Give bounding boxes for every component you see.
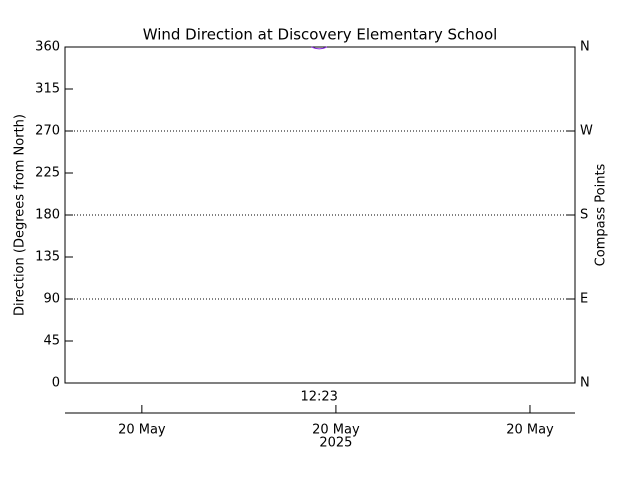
y-tick-label: 225 xyxy=(35,166,60,181)
time-annotation: 12:23 xyxy=(300,390,337,405)
y-tick-label: 90 xyxy=(43,292,60,307)
y-tick-label: 135 xyxy=(35,250,60,265)
chart-title: Wind Direction at Discovery Elementary S… xyxy=(143,26,498,44)
y-tick-label: 0 xyxy=(52,376,60,391)
y2-tick-label: N xyxy=(580,376,590,391)
x-tick-label: 20 May xyxy=(506,423,554,438)
y-tick-label: 45 xyxy=(43,334,60,349)
y-tick-label: 180 xyxy=(35,208,60,223)
y-tick-label: 360 xyxy=(35,40,60,55)
y-axis-label: Direction (Degrees from North) xyxy=(13,114,28,316)
x-tick-label: 20 May xyxy=(312,423,360,438)
x-tick-label: 20 May xyxy=(118,423,166,438)
data-line xyxy=(311,46,328,50)
y-tick-label: 315 xyxy=(35,82,60,97)
y2-tick-label: W xyxy=(580,124,593,139)
y2-tick-label: N xyxy=(580,40,590,55)
y2-tick-label: E xyxy=(580,292,588,307)
y2-tick-label: S xyxy=(580,208,588,223)
y-tick-label: 270 xyxy=(35,124,60,139)
x-year-label: 2025 xyxy=(319,436,352,451)
y2-axis-label: Compass Points xyxy=(594,163,609,266)
